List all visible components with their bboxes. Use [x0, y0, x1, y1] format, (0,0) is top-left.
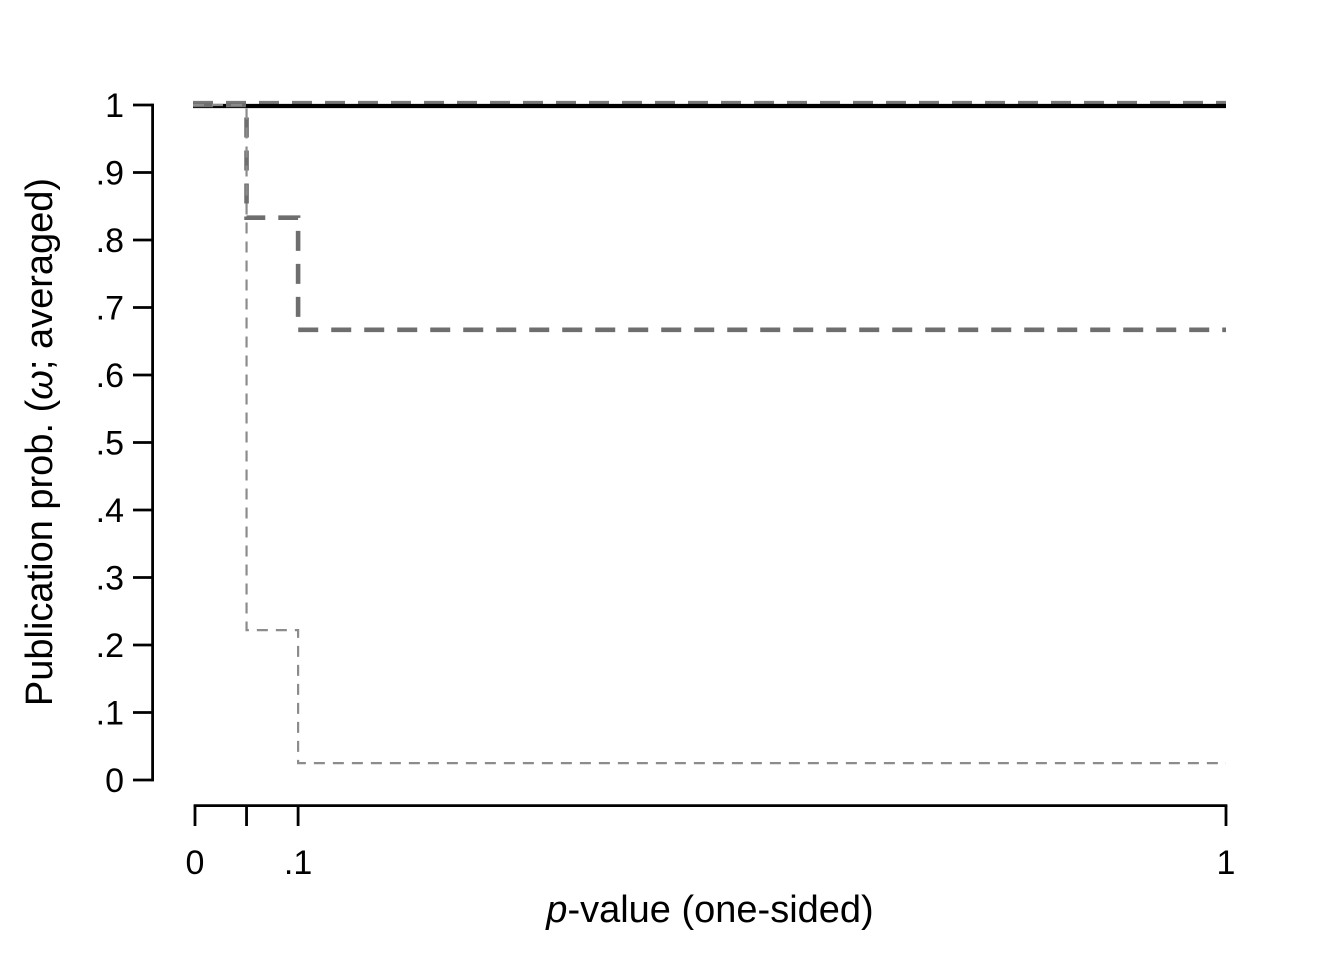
y-tick-label: .6: [96, 357, 124, 395]
x-axis-title: p-value (one-sided): [545, 889, 873, 931]
y-axis-title-omega-symbol: ω: [19, 370, 61, 400]
y-tick-label: .5: [96, 425, 124, 463]
x-axis-title-rest: -value (one-sided): [567, 889, 873, 931]
x-tick-label: .1: [284, 844, 312, 882]
y-tick-label: 1: [105, 87, 124, 125]
y-tick-label: .4: [96, 492, 124, 530]
x-axis-ticks: 0.1 1: [186, 805, 1236, 882]
y-tick-label: .2: [96, 627, 124, 665]
y-tick-label: .8: [96, 222, 124, 260]
y-tick-label: .9: [96, 155, 124, 193]
x-axis: 0.1 1: [186, 804, 1236, 882]
series-step-thin-dashed: [193, 103, 1226, 765]
x-tick-label: 0: [186, 844, 205, 882]
y-axis-title-suffix: ; averaged): [19, 178, 61, 370]
series-step-thick-dashed: [193, 102, 1226, 333]
y-tick-label: .7: [96, 290, 124, 328]
y-tick-label: 0: [105, 762, 124, 800]
plot-series: [193, 100, 1226, 765]
y-tick-label: .1: [96, 695, 124, 733]
y-tick-label: .3: [96, 560, 124, 598]
y-axis-title-prefix: Publication prob. (: [19, 399, 61, 706]
x-tick-label: 1: [1217, 844, 1236, 882]
x-axis-title-italic-p: p: [545, 889, 567, 931]
y-axis-title: Publication prob. (ω; averaged): [19, 178, 61, 706]
y-axis: 0 .1 .2 .3 .4 .5 .6 .7 .8 .9 1: [96, 87, 155, 800]
y-axis-ticks: 0 .1 .2 .3 .4 .5 .6 .7 .8 .9 1: [96, 87, 153, 800]
